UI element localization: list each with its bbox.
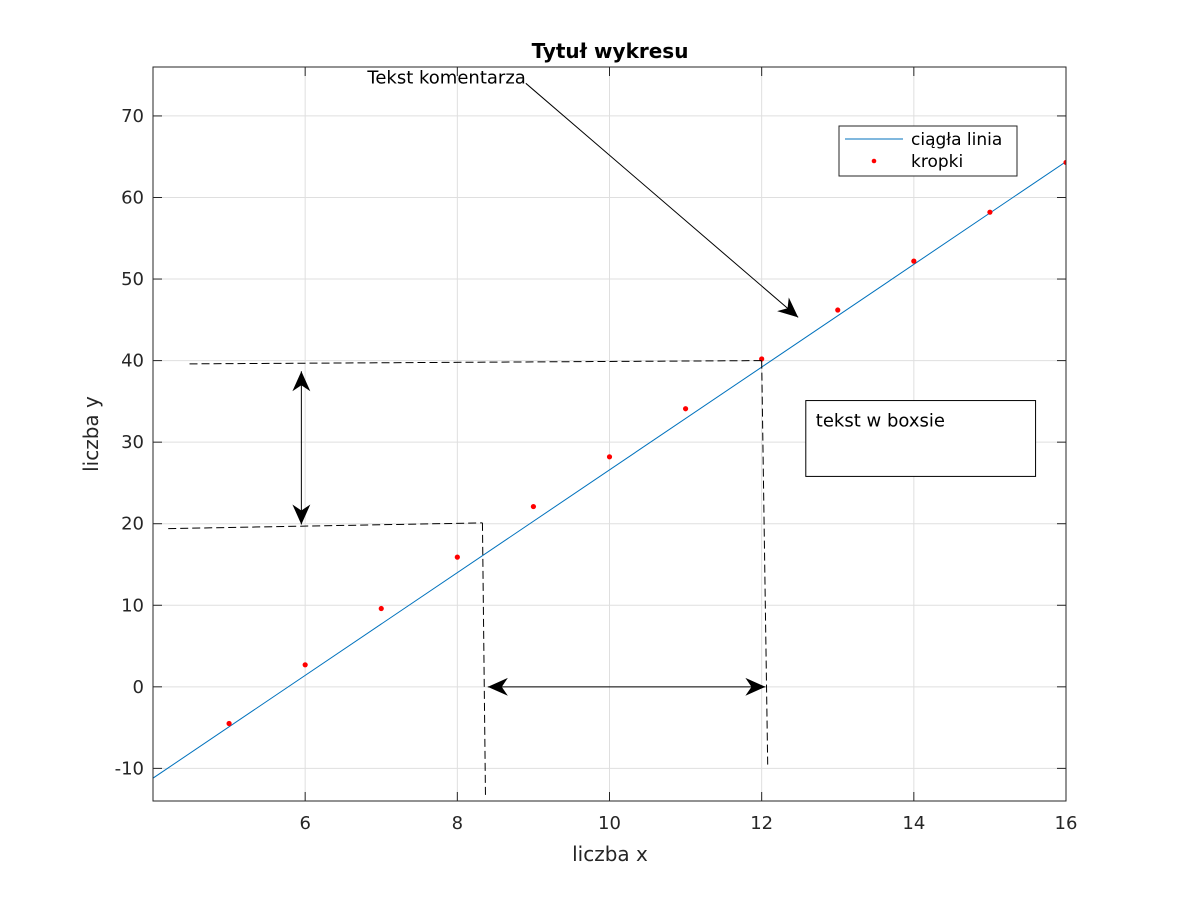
double-arrow-head-start-2 [487,677,508,696]
legend-entry-line: ciągła linia [911,130,1002,150]
y-tick-label: 20 [121,514,144,535]
y-tick-label: 0 [133,677,144,698]
annotation-textbox [805,400,1037,477]
data-point [606,454,613,460]
y-tick-label: 50 [121,269,144,290]
x-tick-label: 10 [598,813,621,834]
double-arrow-head-end-2 [745,677,766,696]
comment-arrow-line [525,82,799,318]
x-tick-label: 6 [299,813,310,834]
series-line-1 [153,161,1066,779]
data-point [454,554,460,560]
data-point [302,662,308,668]
x-tick-label: 8 [452,813,463,834]
data-point [987,209,993,215]
annotations: Tekst komentarza tekst w boxsie [168,67,1037,797]
y-tick-label: 40 [121,351,144,372]
annotation-textbox-text: tekst w boxsie [816,411,945,432]
legend: ciągła linia kropki [838,125,1018,177]
data-point [226,720,232,727]
comment-text: Tekst komentarza [366,67,525,88]
plot-content [153,159,1066,779]
y-tick-label: 60 [121,187,144,208]
dashed-guide-line [168,522,483,530]
x-tick-label: 16 [1055,813,1078,834]
y-tick-label: 10 [121,595,144,616]
y-axis-label: liczba y [79,396,103,472]
dashed-guide-line [761,360,769,769]
y-tick-label: 70 [121,106,144,127]
legend-box [838,125,1018,177]
x-tick-label: 12 [750,813,773,834]
double-arrow-head-start-1 [292,371,311,392]
data-point [911,258,917,264]
dashed-guide-line [481,522,486,797]
data-point [378,605,384,612]
data-point [835,307,841,313]
y-tick-label: 30 [121,432,144,453]
data-point [682,406,689,412]
legend-marker-sample [871,158,877,164]
ticks: 6 8 10 12 14 16 -10 0 10 20 30 40 50 60 70 [115,67,1078,834]
chart-title: Tytuł wykresu [532,39,689,63]
data-point [530,503,537,510]
data-point [1063,159,1066,166]
legend-entry-dots: kropki [911,152,963,172]
y-tick-label: -10 [115,758,144,779]
double-arrow-head-end-1 [292,504,311,525]
x-tick-label: 14 [902,813,925,834]
x-axis-label: liczba x [572,842,648,866]
comment-arrow-head [777,297,799,318]
